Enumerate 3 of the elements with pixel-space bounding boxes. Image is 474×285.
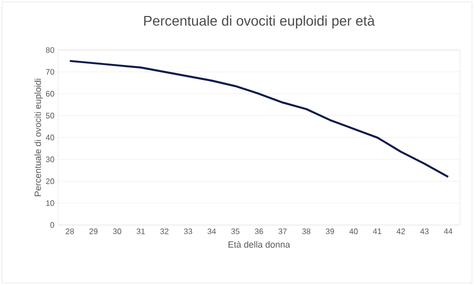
y-axis-title: Percentuale di ovociti euploidi xyxy=(34,78,43,196)
chart-title: Percentuale di ovociti euploidi per età xyxy=(144,15,375,29)
x-axis-title: Età della donna xyxy=(228,240,290,248)
